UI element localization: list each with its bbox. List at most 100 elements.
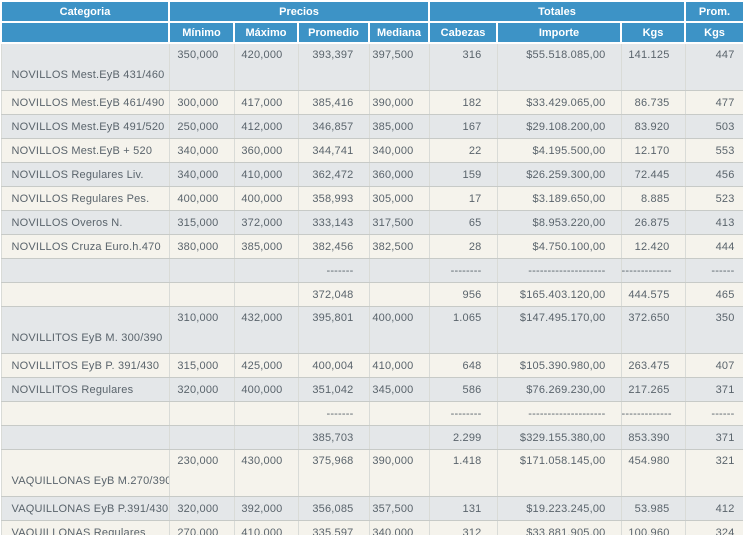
- header-col-m-nimo-1: Mínimo: [168, 21, 235, 44]
- cell-mediana: [368, 258, 430, 283]
- cell-minimo: [168, 425, 235, 450]
- cell-minimo: 315,000: [168, 353, 235, 378]
- cell-cabezas: 312: [428, 520, 498, 535]
- cell-cabezas: 131: [428, 496, 498, 521]
- cell-categoria: [0, 425, 170, 450]
- cell-categoria: NOVILLOS Mest.EyB + 520: [0, 138, 170, 163]
- cell-importe: $4.195.500,00: [496, 138, 622, 163]
- cell-promedio: 335,597: [297, 520, 370, 535]
- cell-importe: $3.189.650,00: [496, 186, 622, 211]
- cell-kgs: 8.885: [620, 186, 686, 211]
- cell-categoria: [0, 258, 170, 283]
- cell-cabezas: 22: [428, 138, 498, 163]
- cell-maximo: 360,000: [233, 138, 299, 163]
- cell-maximo: 412,000: [233, 114, 299, 139]
- header-categoria-spacer: [0, 21, 170, 44]
- cell-kgs: 83.920: [620, 114, 686, 139]
- cell-categoria: NOVILLITOS EyB M. 300/390: [0, 306, 170, 354]
- cell-importe: $147.495.170,00: [496, 306, 622, 354]
- cell-mediana: 400,000: [368, 306, 430, 354]
- cell-promedio: -------: [297, 258, 370, 283]
- cell-minimo: 310,000: [168, 306, 235, 354]
- cell-prom_kgs: 465: [684, 282, 743, 307]
- cell-categoria: NOVILLOS Regulares Liv.: [0, 162, 170, 187]
- cell-minimo: 340,000: [168, 138, 235, 163]
- cell-kgs: 53.985: [620, 496, 686, 521]
- header-subrow: Mínimo Máximo Promedio Mediana Cabezas Import…: [0, 21, 743, 44]
- cell-categoria: NOVILLOS Mest.EyB 461/490: [0, 90, 170, 115]
- cell-importe: $29.108.200,00: [496, 114, 622, 139]
- cell-promedio: -------: [297, 401, 370, 426]
- cell-mediana: [368, 282, 430, 307]
- cell-maximo: 385,000: [233, 234, 299, 259]
- cell-promedio: 333,143: [297, 210, 370, 235]
- cell-categoria: NOVILLITOS EyB P. 391/430: [0, 353, 170, 378]
- cell-prom_kgs: ------: [684, 401, 743, 426]
- cell-prom_kgs: 412: [684, 496, 743, 521]
- table-row: NOVILLOS Cruza Euro.h.470 380,000 385,000 3…: [0, 234, 743, 259]
- cell-promedio: 356,085: [297, 496, 370, 521]
- cell-cabezas: 1.418: [428, 449, 498, 497]
- cell-prom_kgs: 350: [684, 306, 743, 354]
- cell-cabezas: 2.299: [428, 425, 498, 450]
- table-row: NOVILLITOS EyB M. 300/390 310,000 432,000 3…: [0, 306, 743, 354]
- cell-cabezas: 28: [428, 234, 498, 259]
- header-col-cabezas-5: Cabezas: [428, 21, 498, 44]
- cell-minimo: 340,000: [168, 162, 235, 187]
- cell-minimo: [168, 258, 235, 283]
- cell-cabezas: 17: [428, 186, 498, 211]
- header-col-mediana-4: Mediana: [368, 21, 430, 44]
- cell-categoria: NOVILLOS Mest.EyB 431/460: [0, 42, 170, 91]
- cell-mediana: 305,000: [368, 186, 430, 211]
- cell-mediana: 360,000: [368, 162, 430, 187]
- cell-prom_kgs: 456: [684, 162, 743, 187]
- cell-prom_kgs: 553: [684, 138, 743, 163]
- cell-mediana: 410,000: [368, 353, 430, 378]
- cell-maximo: 392,000: [233, 496, 299, 521]
- cell-categoria: [0, 401, 170, 426]
- table-row: NOVILLITOS EyB P. 391/430 315,000 425,000 4…: [0, 353, 743, 378]
- cell-minimo: 230,000: [168, 449, 235, 497]
- cell-mediana: 385,000: [368, 114, 430, 139]
- cell-categoria: VAQUILLONAS EyB M.270/390: [0, 449, 170, 497]
- header-col-m-ximo-2: Máximo: [233, 21, 299, 44]
- cell-prom_kgs: 407: [684, 353, 743, 378]
- cell-categoria: NOVILLOS Regulares Pes.: [0, 186, 170, 211]
- cell-categoria: NOVILLITOS Regulares: [0, 377, 170, 402]
- cell-maximo: 420,000: [233, 42, 299, 91]
- cell-importe: $76.269.230,00: [496, 377, 622, 402]
- cell-categoria: VAQUILLONAS EyB P.391/430: [0, 496, 170, 521]
- cell-kgs: 263.475: [620, 353, 686, 378]
- cell-importe: --------------------: [496, 401, 622, 426]
- cell-promedio: 385,416: [297, 90, 370, 115]
- cell-maximo: [233, 282, 299, 307]
- table-row: NOVILLOS Overos N. 315,000 372,000 333,143 3…: [0, 210, 743, 235]
- table-body: NOVILLOS Mest.EyB 431/460 350,000 420,000 3…: [0, 42, 743, 535]
- cell-minimo: 400,000: [168, 186, 235, 211]
- cell-promedio: 382,456: [297, 234, 370, 259]
- cell-promedio: 362,472: [297, 162, 370, 187]
- cell-cabezas: 159: [428, 162, 498, 187]
- cell-kgs: 853.390: [620, 425, 686, 450]
- cell-prom_kgs: 324: [684, 520, 743, 535]
- cell-prom_kgs: 444: [684, 234, 743, 259]
- cell-mediana: 317,500: [368, 210, 430, 235]
- header-group-row: Categoria Precios Totales Prom.: [0, 0, 743, 23]
- cell-maximo: 400,000: [233, 186, 299, 211]
- cell-prom_kgs: 321: [684, 449, 743, 497]
- cell-importe: $171.058.145,00: [496, 449, 622, 497]
- cell-prom_kgs: ------: [684, 258, 743, 283]
- cell-promedio: 400,004: [297, 353, 370, 378]
- cell-maximo: 372,000: [233, 210, 299, 235]
- table-row: NOVILLOS Regulares Liv. 340,000 410,000 362…: [0, 162, 743, 187]
- table-row: VAQUILLONAS EyB M.270/390 230,000 430,000 3…: [0, 449, 743, 497]
- cell-promedio: 375,968: [297, 449, 370, 497]
- cell-maximo: 400,000: [233, 377, 299, 402]
- cell-cabezas: --------: [428, 258, 498, 283]
- cell-prom_kgs: 371: [684, 377, 743, 402]
- cell-minimo: 315,000: [168, 210, 235, 235]
- cell-importe: $329.155.380,00: [496, 425, 622, 450]
- cell-kgs: 12.420: [620, 234, 686, 259]
- cell-importe: $55.518.085,00: [496, 42, 622, 91]
